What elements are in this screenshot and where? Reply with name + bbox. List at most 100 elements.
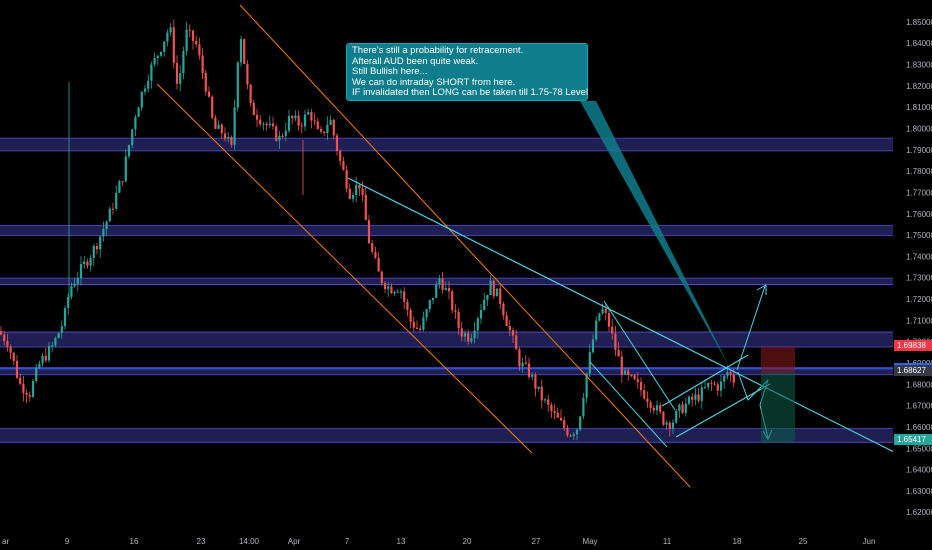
long-projection-arrow — [736, 285, 766, 371]
candle-body-92 — [294, 115, 297, 119]
x-tick-label: 7 — [345, 537, 350, 546]
candle-body-202 — [646, 398, 649, 403]
candle-body-229 — [732, 374, 735, 383]
candle-body-35 — [111, 208, 115, 210]
candle-body-73 — [233, 107, 236, 145]
candle-body-134 — [428, 300, 431, 310]
candle-body-168 — [537, 386, 540, 389]
candle-body-155 — [495, 288, 499, 297]
y-tick-label: 1.71000 — [906, 316, 932, 325]
candle-body-201 — [643, 390, 646, 399]
candle-body-102 — [326, 124, 329, 134]
candle-body-83 — [265, 123, 268, 126]
zone-1 — [0, 225, 893, 236]
candle-body-8 — [25, 393, 28, 395]
candle-body-110 — [351, 194, 355, 199]
candle-body-25 — [79, 264, 83, 279]
candle-body-226 — [723, 375, 726, 382]
candle-body-54 — [172, 27, 175, 64]
y-tick-label: 1.78000 — [906, 167, 932, 176]
support-resistance-zones — [0, 137, 893, 443]
candle-body-187 — [598, 313, 601, 321]
candle-body-156 — [499, 288, 502, 304]
candle-body-147 — [470, 338, 473, 342]
candle-body-99 — [316, 121, 319, 129]
candle-body-80 — [255, 114, 259, 120]
candle-body-91 — [291, 115, 294, 119]
candle-body-127 — [406, 301, 409, 310]
zone-4 — [0, 367, 893, 375]
candle-body-164 — [524, 362, 527, 364]
candle-body-118 — [377, 257, 380, 272]
candle-body-77 — [246, 63, 249, 85]
candle-body-71 — [227, 136, 230, 139]
note-line-3: Still Bullish here... — [352, 66, 428, 77]
candle-body-64 — [204, 72, 207, 92]
candle-body-70 — [223, 133, 227, 139]
candle-body-97 — [310, 112, 313, 121]
falling-channel-lower — [589, 361, 668, 448]
candle-body-126 — [403, 291, 406, 302]
candle-body-200 — [639, 382, 643, 391]
analysis-note[interactable]: There's still a probability for retracem… — [346, 43, 588, 101]
x-tick-label: 23 — [197, 537, 206, 546]
candle-body-193 — [617, 350, 620, 357]
candle-body-121 — [387, 286, 390, 289]
candle-body-180 — [575, 429, 579, 435]
candle-body-81 — [259, 119, 262, 125]
candle-body-192 — [614, 333, 617, 351]
x-axis-bg — [0, 532, 932, 550]
x-tick-label: 14:00 — [239, 537, 260, 546]
x-tick-label: ar — [2, 537, 9, 546]
note-line-2: Afterall AUD been quite weak. — [352, 55, 479, 67]
candle-body-109 — [348, 188, 351, 199]
candle-body-194 — [620, 356, 623, 375]
candle-body-167 — [534, 374, 537, 389]
candle-body-78 — [249, 84, 252, 103]
candle-body-145 — [463, 333, 467, 337]
candle-body-131 — [419, 328, 422, 330]
zone-5 — [0, 428, 893, 443]
candle-body-166 — [531, 374, 534, 377]
candle-body-114 — [364, 194, 367, 221]
candle-body-20 — [63, 308, 67, 327]
candle-body-48 — [153, 57, 156, 65]
x-tick-label: 27 — [532, 537, 541, 546]
candle-body-178 — [569, 435, 572, 437]
candle-body-227 — [726, 372, 729, 376]
price-tag: 1.69838 — [894, 339, 932, 351]
candle-body-186 — [595, 320, 598, 340]
candle-body-159 — [508, 325, 511, 331]
candle-body-67 — [214, 117, 217, 129]
y-tick-label: 1.62000 — [906, 508, 932, 517]
candle-body-129 — [412, 321, 415, 328]
candle-body-44 — [140, 91, 143, 108]
y-tick-label: 1.74000 — [906, 252, 932, 261]
candle-body-10 — [31, 381, 35, 397]
channel-upper-line — [239, 4, 691, 488]
candle-body-61 — [195, 41, 198, 45]
candle-body-52 — [166, 32, 169, 42]
candle-body-53 — [169, 27, 172, 33]
candle-body-66 — [211, 96, 214, 118]
candle-body-128 — [409, 309, 412, 322]
candle-body-140 — [447, 287, 451, 292]
candle-body-124 — [396, 291, 399, 293]
candle-body-105 — [335, 135, 339, 151]
candle-body-171 — [547, 399, 550, 405]
candle-body-119 — [380, 271, 383, 284]
candle-body-51 — [163, 41, 166, 52]
candle-body-172 — [550, 404, 553, 412]
candle-body-4 — [12, 352, 15, 361]
candle-body-15 — [47, 346, 51, 361]
candle-body-132 — [422, 317, 425, 330]
candle-body-146 — [467, 333, 470, 342]
candle-body-223 — [713, 383, 716, 385]
candle-body-130 — [415, 327, 419, 329]
candle-body-174 — [556, 412, 559, 418]
candle-body-107 — [342, 160, 345, 170]
candle-body-62 — [198, 44, 201, 56]
candle-body-60 — [191, 30, 195, 42]
